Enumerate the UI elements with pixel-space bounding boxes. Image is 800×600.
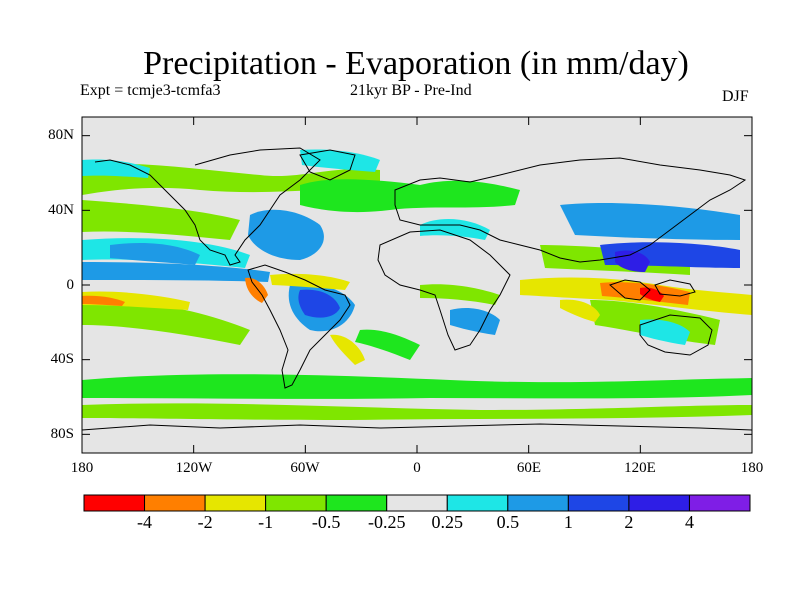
- lon-tick-label: 60E: [516, 460, 542, 476]
- colorbar-swatch: [688, 494, 751, 512]
- lon-tick-label: 0: [413, 460, 421, 476]
- colorbar-label: -1: [258, 512, 274, 532]
- field-blob: [560, 299, 600, 322]
- lon-tick-label: 180: [740, 460, 764, 476]
- lat-tick-label: 40N: [48, 202, 74, 218]
- africa-coast: [377, 229, 511, 351]
- field-blob: [560, 203, 740, 240]
- colorbar-swatch: [83, 494, 146, 512]
- field-blob: [300, 149, 380, 172]
- field-blob: [270, 273, 350, 290]
- field-blob: [640, 319, 690, 345]
- field-blob: [248, 209, 324, 260]
- field-blob: [82, 374, 752, 399]
- figure-title: Precipitation - Evaporation (in mm/day): [143, 45, 689, 82]
- lon-tick-label: 120E: [624, 460, 656, 476]
- field-blob: [298, 289, 340, 318]
- lat-tick-label: 40S: [50, 351, 74, 367]
- colorbar-swatch: [507, 494, 569, 512]
- field-blob: [82, 159, 150, 178]
- north-america-coast: [94, 147, 321, 266]
- lat-tick-label: 0: [66, 277, 75, 293]
- lon-tick-label: 180: [70, 460, 94, 476]
- field-blob: [82, 291, 190, 310]
- field-blob: [82, 295, 125, 306]
- australia-coast: [639, 314, 713, 356]
- south-america-coast: [247, 264, 351, 389]
- colorbar-swatch: [386, 494, 448, 512]
- colorbar-label: -2: [197, 512, 213, 532]
- lon-tick-label: 60W: [290, 460, 320, 476]
- field-blob: [82, 262, 270, 282]
- colorbar-swatch: [628, 494, 690, 512]
- colorbar-swatch: [204, 494, 267, 512]
- season-label: DJF: [722, 88, 749, 105]
- field-blob: [330, 334, 365, 365]
- colorbar-swatch: [446, 494, 509, 512]
- colorbar: [83, 494, 751, 512]
- field-blob: [245, 277, 268, 303]
- field-blob: [420, 218, 490, 240]
- colorbar-label: 1: [563, 512, 573, 532]
- experiment-label: Expt = tcmje3-tcmfa3: [80, 82, 221, 99]
- field-blob: [355, 329, 420, 360]
- colorbar-label: 0.5: [496, 512, 520, 532]
- colorbar-label: -0.25: [367, 512, 406, 532]
- colorbar-swatch: [567, 494, 630, 512]
- coastlines: [82, 147, 752, 431]
- greenland-coast: [299, 149, 356, 181]
- field-layer: [82, 149, 752, 420]
- colorbar-label: 4: [684, 512, 694, 532]
- eurasia-coast: [394, 157, 747, 263]
- maritime-continent-coast: [609, 279, 696, 301]
- field-blob: [82, 300, 250, 345]
- colorbar-label: 2: [624, 512, 634, 532]
- lat-tick-label: 80S: [50, 426, 74, 442]
- field-blob: [420, 284, 500, 305]
- axis-ticks: [81, 117, 753, 453]
- antarctica-coast: [82, 423, 752, 431]
- field-blob: [82, 200, 240, 240]
- colorbar-label: -0.5: [311, 512, 341, 532]
- colorbar-label: -4: [137, 512, 153, 532]
- colorbar-label: 0.25: [431, 512, 464, 532]
- colorbar-swatch: [265, 494, 327, 512]
- lat-tick-label: 80N: [48, 127, 74, 143]
- field-blob: [82, 403, 752, 420]
- period-label: 21kyr BP - Pre-Ind: [350, 82, 472, 99]
- lon-tick-label: 120W: [175, 460, 213, 476]
- colorbar-swatch: [144, 494, 206, 512]
- colorbar-swatch: [325, 494, 388, 512]
- field-blob: [110, 243, 200, 265]
- field-blob: [300, 179, 520, 213]
